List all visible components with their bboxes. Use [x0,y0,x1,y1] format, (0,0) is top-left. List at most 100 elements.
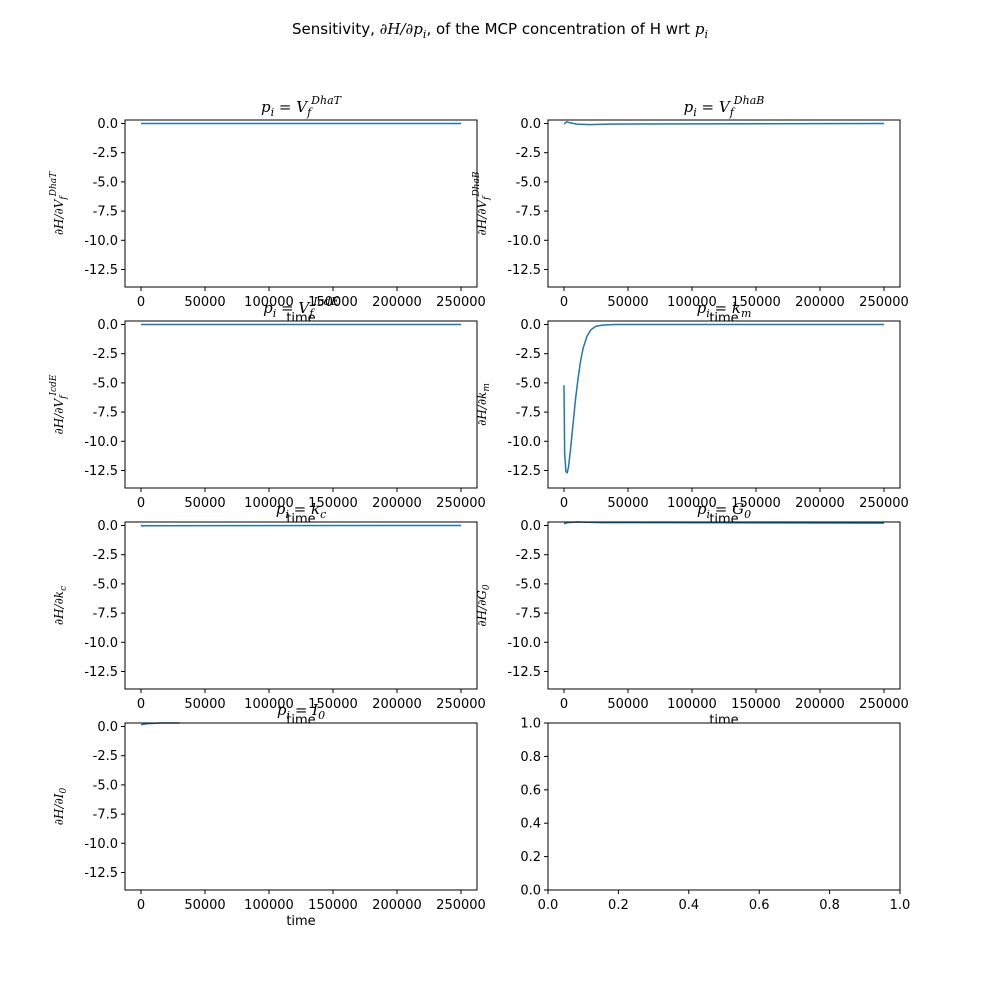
title-math-1: ∂H/∂p [380,20,424,38]
series-line-1 [563,121,885,126]
title-sub-2: m [741,307,751,320]
x-tick-label: 250000 [436,898,486,913]
y-axis-label: ∂H/∂VfIcdE [49,374,69,434]
axes-frame [124,320,478,489]
y-tick-label: -7.5 [93,406,118,421]
x-tick-label: 100000 [244,898,294,913]
y-axis-label: ∂H/∂G0 [475,584,492,627]
y-axis-label: ∂H/∂VfDhaT [49,171,69,235]
y-tick-label: -2.5 [93,749,118,764]
y-axis-label: ∂H/∂kc [52,586,69,625]
y-tick-label: -2.5 [93,347,118,362]
x-tick-label: 0 [137,496,145,511]
x-tick-label: 0 [137,697,145,712]
axes-frame [124,119,478,288]
y-axis-label: ∂H/∂I0 [52,788,69,826]
ylabel-prefix: ∂H/∂G [475,590,489,627]
ylabel-prefix: ∂H/∂V [52,198,66,235]
figure-title: Sensitivity, ∂H/∂pi, of the MCP concentr… [292,20,708,41]
y-axis-label: ∂H/∂km [475,383,492,426]
ylabel-prefix: ∂H/∂V [52,398,66,435]
x-tick-label: 250000 [436,496,486,511]
subplot-title: pi = VfDhaB [684,94,765,119]
axes-frame [547,320,901,489]
ylabel-prefix: ∂H/∂V [475,199,489,236]
subplot-title: pi = G0 [697,500,751,521]
title-sup: DhaB [733,94,765,107]
title-sub: i [706,508,710,521]
x-tick-label: 250000 [859,496,909,511]
x-tick-label: 50000 [607,496,648,511]
title-rest: = V [697,98,732,116]
x-tick-label: 200000 [795,295,845,310]
plot-area [548,120,900,287]
y-tick-label: -7.5 [516,406,541,421]
x-tick-label: 0.2 [608,898,629,913]
x-tick-label: 150000 [308,295,358,310]
plot-area [125,120,477,287]
title-sub: i [693,106,697,119]
title-sub-2: f [308,307,315,320]
subplot-2: 0 50000 100000 150000 200000 250000 0.0 -2.5 -5.… [472,94,909,326]
x-tick-label: 0.8 [819,898,840,913]
title-sub: i [287,709,291,722]
y-tick-label: -5.0 [93,577,118,592]
y-tick-label: 0.0 [97,519,118,534]
y-tick-label: -12.5 [507,665,541,680]
axes-frame [124,722,478,891]
title-middle: , of the MCP concentration of H wrt [426,20,694,38]
ylabel-sup: IcdE [49,374,59,396]
y-tick-label: 0.0 [520,318,541,333]
title-rest: = G [710,500,744,518]
y-tick-label: -10.0 [507,435,541,450]
title-sub: i [285,508,289,521]
y-tick-label: -10.0 [84,837,118,852]
x-tick-label: 1.0 [890,898,911,913]
y-tick-label: 0.0 [97,117,118,132]
y-tick-label: -2.5 [93,548,118,563]
subplot-grid: 0 50000 100000 150000 200000 250000 0.0 -2.5 -5.… [49,94,910,929]
subplot-5: 0 50000 100000 150000 200000 250000 0.0 -2.5 -5.… [52,500,486,728]
title-math: p [261,98,271,116]
title-rest: = k [289,500,320,518]
y-tick-label: -10.0 [84,234,118,249]
x-tick-label: 200000 [372,295,422,310]
x-tick-label: 100000 [244,295,294,310]
y-tick-label: 0.4 [520,817,541,832]
y-tick-label: -5.0 [516,175,541,190]
y-tick-label: -12.5 [84,464,118,479]
y-tick-label: 0.0 [520,519,541,534]
y-tick-label: 0.0 [520,884,541,899]
subplot-6: 0 50000 100000 150000 200000 250000 0.0 -2.5 -5.… [475,500,909,728]
ylabel-sup: DhaB [472,171,482,197]
title-math: p [697,299,707,317]
y-tick-label: -7.5 [516,607,541,622]
x-tick-label: 250000 [859,295,909,310]
y-tick-label: -10.0 [84,636,118,651]
x-tick-label: 100000 [667,496,717,511]
y-tick-label: 0.2 [520,850,541,865]
title-sub-2: i [704,28,708,41]
title-sub-2: 0 [318,709,325,722]
title-sup: DhaT [310,94,342,107]
x-tick-label: 150000 [731,295,781,310]
title-math: p [277,701,287,719]
x-tick-label: 0 [137,898,145,913]
x-tick-label: 100000 [244,496,294,511]
x-tick-label: 0.0 [538,898,559,913]
subplot-title: pi = km [697,299,752,320]
ylabel-prefix: ∂H/∂k [52,591,66,625]
y-tick-label: -2.5 [516,146,541,161]
x-tick-label: 0 [560,496,568,511]
title-rest: = I [290,701,319,719]
ylabel-sup: DhaT [49,171,59,197]
x-tick-label: 100000 [244,697,294,712]
y-tick-label: -5.0 [93,778,118,793]
x-tick-label: 0 [560,295,568,310]
title-sub-1: i [423,28,427,41]
title-math: p [263,299,273,317]
x-tick-label: 200000 [372,898,422,913]
series-line-1 [563,323,884,474]
y-tick-label: 0.0 [520,117,541,132]
